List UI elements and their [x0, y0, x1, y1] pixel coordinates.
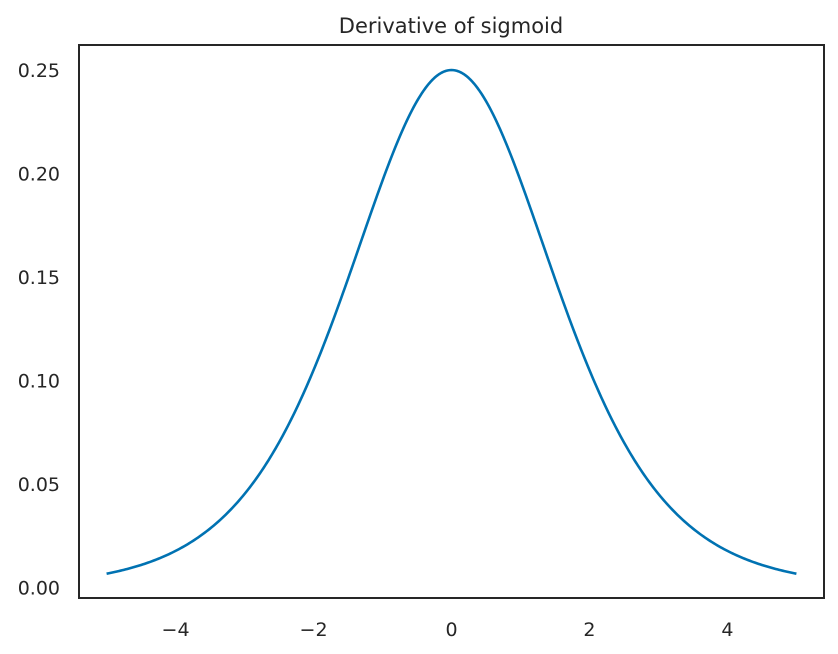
chart-title: Derivative of sigmoid	[339, 14, 563, 38]
y-tick-label: 0.00	[18, 577, 60, 599]
x-tick-label: 4	[721, 619, 733, 641]
y-tick-label: 0.25	[18, 60, 60, 82]
axes-frame	[78, 44, 825, 599]
x-tick-label: 2	[583, 619, 595, 641]
y-tick-label: 0.20	[18, 164, 60, 186]
plot-area	[106, 68, 797, 575]
y-axis: 0.00 0.05 0.10 0.15 0.20 0.25	[18, 60, 60, 599]
x-tick-label: 0	[445, 619, 457, 641]
x-axis: −4 −2 0 2 4	[162, 619, 734, 641]
x-tick-label: −2	[300, 619, 328, 641]
x-tick-label: −4	[162, 619, 190, 641]
series-line	[106, 68, 797, 575]
y-tick-label: 0.05	[18, 474, 60, 496]
y-tick-label: 0.15	[18, 267, 60, 289]
y-tick-label: 0.10	[18, 370, 60, 392]
